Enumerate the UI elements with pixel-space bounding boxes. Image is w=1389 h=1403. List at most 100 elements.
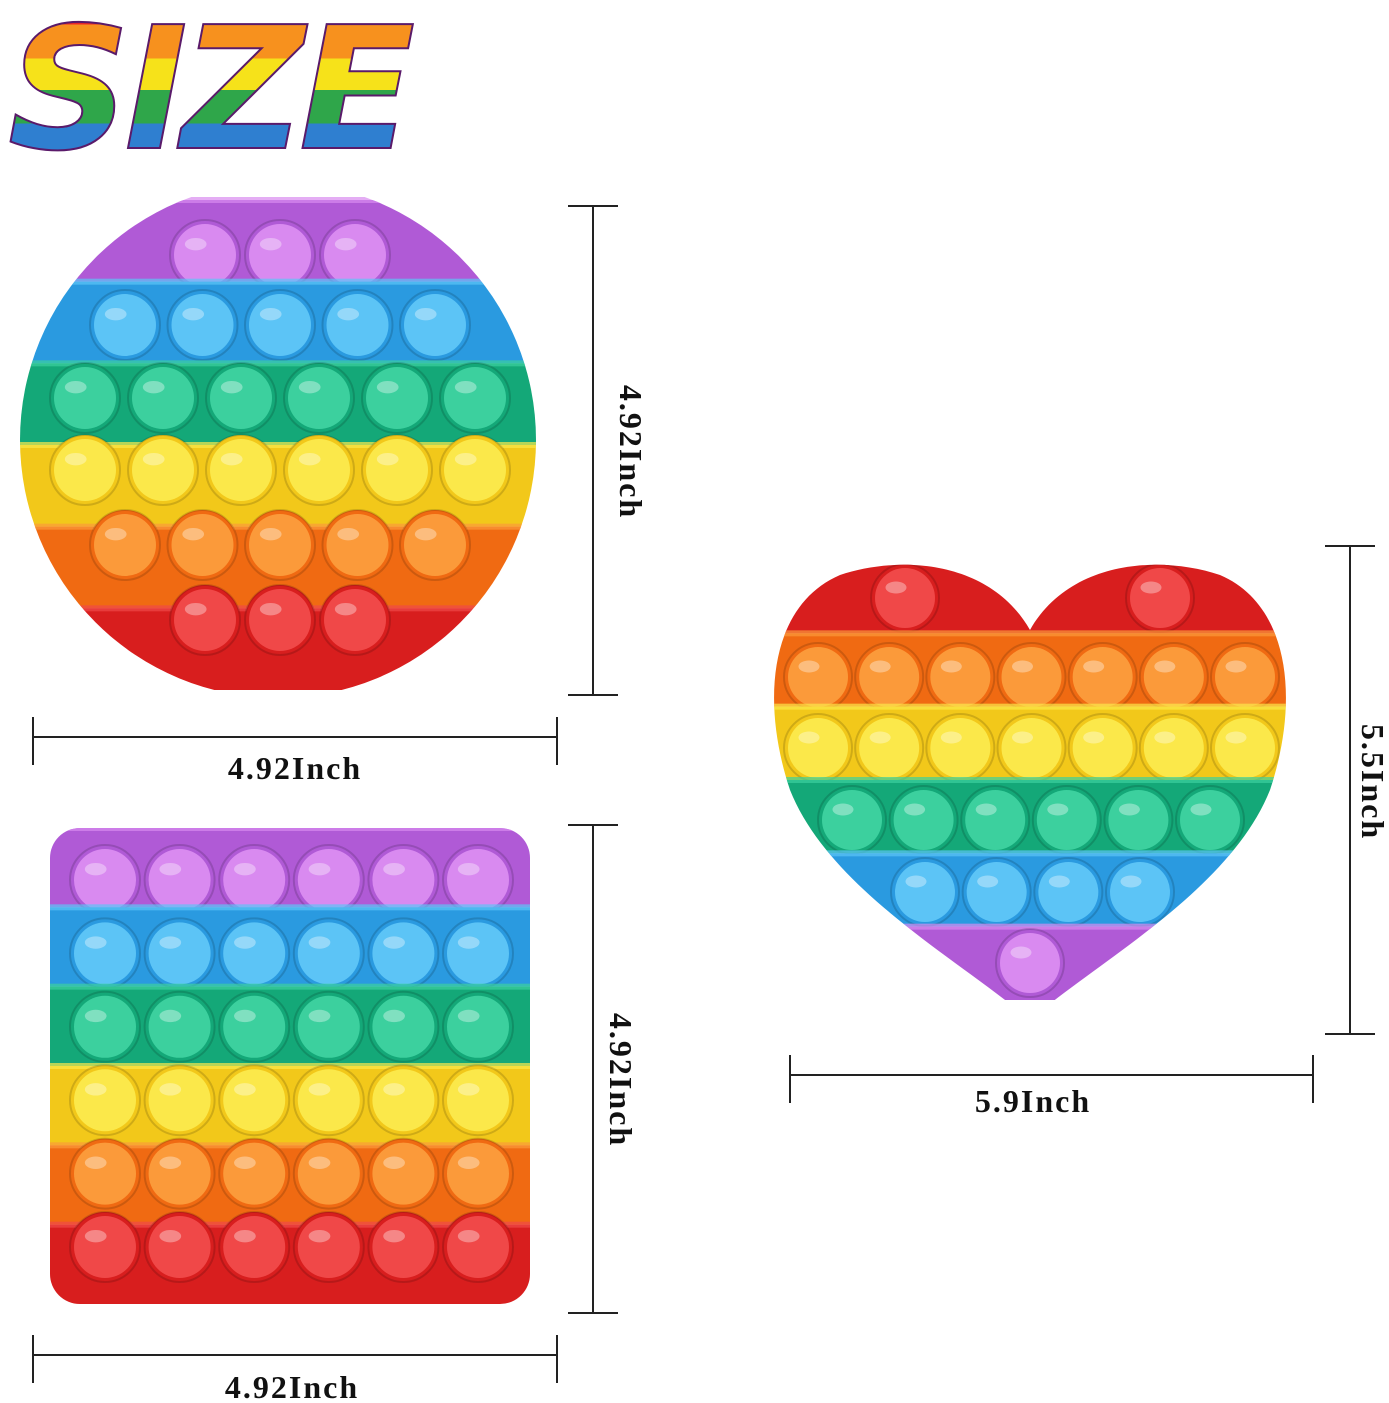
shine: [383, 862, 405, 876]
bubble: [1001, 718, 1062, 778]
bubble: [372, 995, 435, 1058]
bubble: [148, 849, 211, 911]
shine: [104, 527, 127, 541]
shine: [159, 936, 182, 949]
shine: [457, 1009, 480, 1023]
band: [774, 564, 1286, 634]
shine: [457, 862, 480, 876]
divider: [50, 1063, 530, 1069]
shine: [383, 1229, 405, 1243]
dim-label: 4.92Inch: [225, 1369, 359, 1403]
shine: [159, 862, 182, 876]
bubble: [1215, 718, 1275, 778]
shine: [454, 452, 477, 466]
bubble: [74, 1216, 136, 1278]
shine: [975, 803, 997, 816]
bubble: [366, 367, 428, 429]
dim-label: 4.92Inch: [613, 385, 649, 519]
shine: [259, 307, 282, 321]
shine: [1118, 803, 1140, 816]
bubble: [74, 1142, 136, 1205]
divider: [50, 1142, 530, 1149]
shine: [383, 936, 405, 949]
bubble: [210, 367, 272, 429]
bubble: [372, 1142, 435, 1205]
bubble: [74, 849, 136, 911]
shine: [182, 307, 205, 321]
divider: [760, 557, 1300, 563]
shine: [84, 1083, 107, 1096]
bubble: [148, 1216, 211, 1278]
shine: [259, 602, 282, 616]
title: SIZE: [8, 0, 413, 189]
divider: [20, 360, 536, 367]
bubble: [148, 1069, 211, 1132]
shine: [1190, 803, 1212, 816]
shine: [832, 803, 854, 816]
bubble: [174, 224, 236, 286]
shine: [1012, 731, 1033, 744]
bubble: [297, 995, 360, 1058]
shine: [220, 452, 243, 466]
shine: [298, 380, 321, 394]
bubble: [249, 294, 311, 356]
shine: [337, 527, 360, 541]
bubble: [444, 367, 506, 429]
shine: [298, 452, 321, 466]
toy: [50, 828, 530, 1304]
bubble: [965, 790, 1026, 850]
bubble: [447, 1216, 509, 1278]
bubble: [930, 718, 991, 778]
bubble: [94, 514, 156, 576]
dim-label: 5.9Inch: [975, 1083, 1091, 1119]
shine: [142, 380, 165, 394]
bubble: [966, 862, 1027, 922]
shine: [885, 581, 907, 594]
shine: [104, 307, 127, 321]
shine: [869, 660, 891, 673]
bubble: [171, 294, 234, 356]
shine: [259, 527, 282, 541]
divider: [774, 923, 1286, 930]
bubble: [297, 1142, 360, 1205]
shine: [1083, 731, 1105, 744]
shine: [454, 380, 477, 394]
dim-label: 5.5Inch: [1355, 724, 1389, 840]
bubble: [324, 224, 386, 286]
shine: [383, 1156, 405, 1169]
dim-label: 4.92Inch: [603, 1013, 639, 1147]
shine: [84, 936, 107, 949]
divider: [50, 904, 530, 911]
bubble: [788, 718, 848, 778]
bubble: [788, 647, 848, 707]
shine: [1154, 731, 1176, 744]
bubble: [1001, 647, 1062, 707]
bubble: [444, 439, 506, 501]
bubble: [1130, 568, 1190, 628]
bubble: [1000, 933, 1060, 993]
shine: [1225, 660, 1247, 673]
divider: [774, 630, 1286, 637]
shine: [457, 936, 480, 949]
bubble: [447, 995, 509, 1058]
bubble: [94, 294, 156, 356]
bubble: [1072, 718, 1133, 778]
bubble: [372, 849, 435, 911]
heart-dims: 5.5Inch 5.9Inch: [789, 545, 1389, 1119]
bubble: [447, 1069, 509, 1132]
circle-dims: 4.92Inch 4.92Inch: [32, 205, 649, 786]
toy: [20, 197, 536, 690]
bubble: [223, 1069, 286, 1132]
shine: [376, 380, 399, 394]
bubble: [148, 995, 211, 1058]
shine: [383, 1009, 405, 1023]
bubble: [54, 439, 116, 501]
shine: [308, 1156, 331, 1169]
shine: [798, 660, 820, 673]
shine: [414, 527, 437, 541]
bubble: [324, 589, 386, 651]
bubble: [893, 790, 954, 850]
divider: [774, 850, 1286, 857]
divider: [20, 278, 536, 285]
